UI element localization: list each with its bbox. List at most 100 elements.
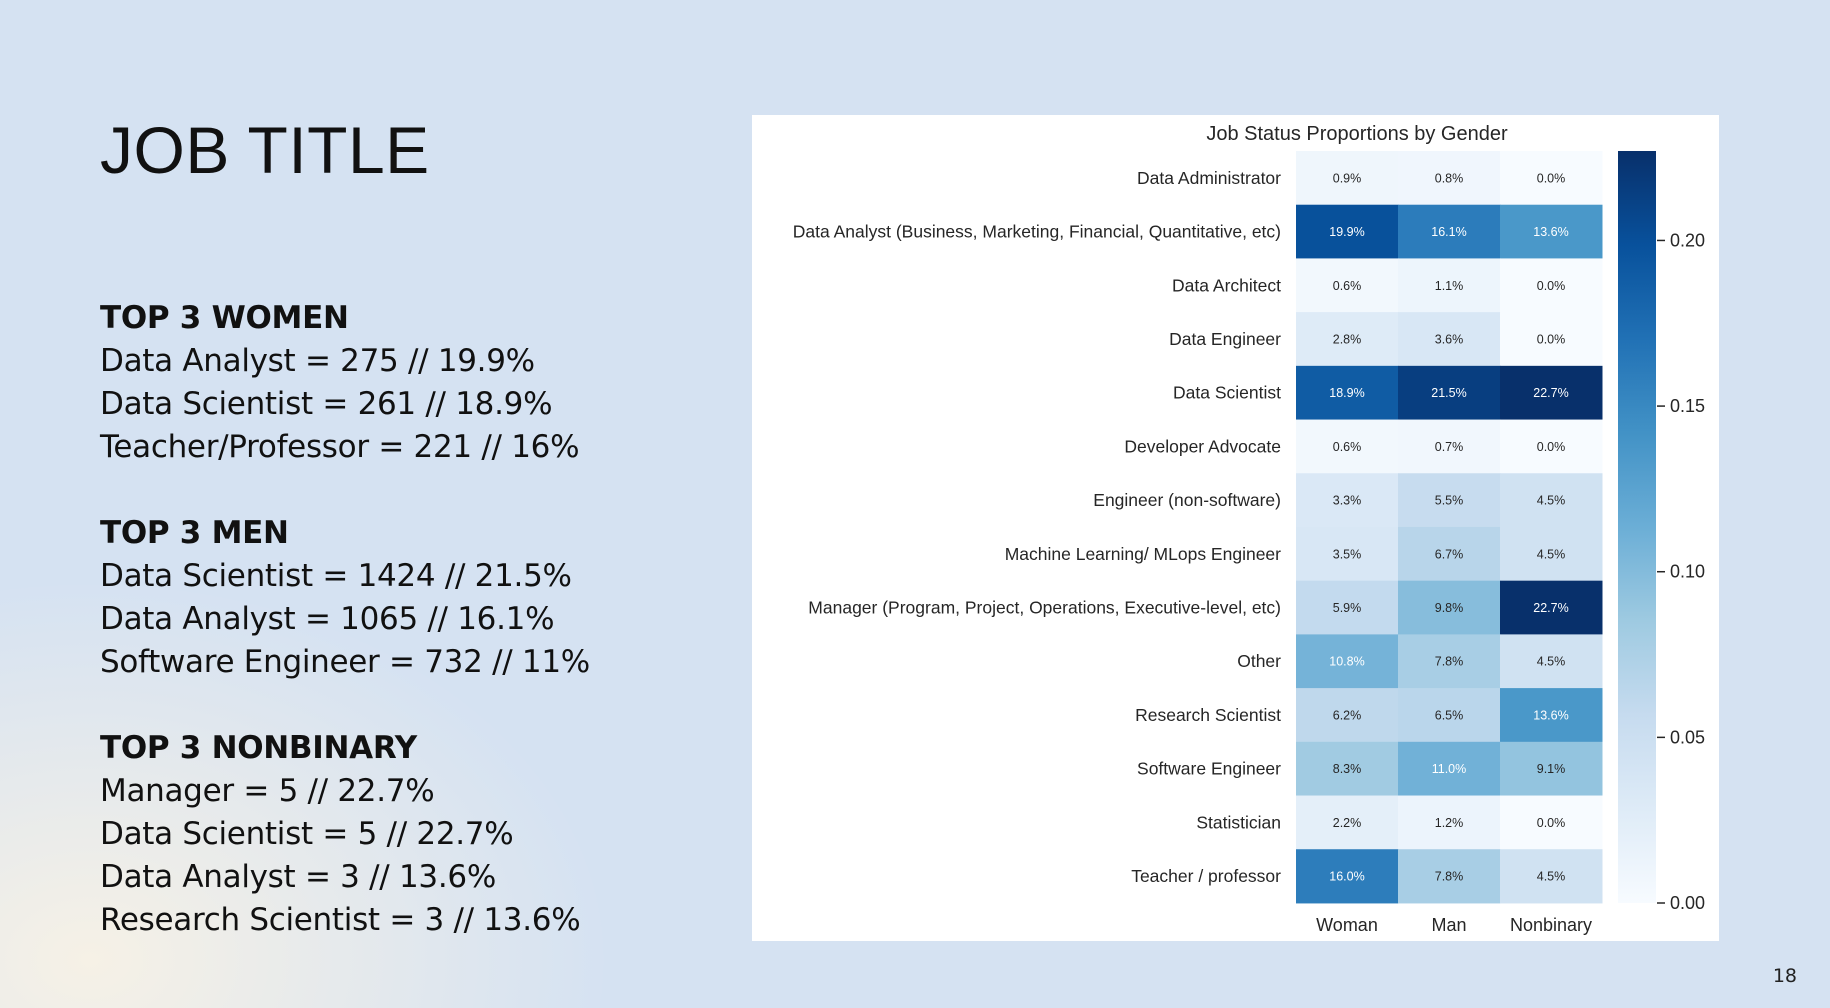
heatmap-chart: Job Status Proportions by Gender 0.9% 0.8… <box>793 123 1705 935</box>
row-label: Software Engineer <box>1137 759 1281 779</box>
heatmap-cell <box>1500 580 1603 635</box>
heatmap-cell <box>1296 741 1399 797</box>
cell-value-label: 6.2% <box>1333 708 1362 722</box>
stat-line: Software Engineer = 732 // 11% <box>100 644 590 680</box>
cell-value-label: 0.6% <box>1333 440 1362 454</box>
colorbar-tick-label: 0.00 <box>1670 893 1705 913</box>
heatmap-cell <box>1296 419 1399 474</box>
cell-value-label: 3.6% <box>1435 332 1464 346</box>
row-label: Data Administrator <box>1137 168 1281 188</box>
cell-value-label: 22.7% <box>1533 601 1568 615</box>
cell-value-label: 3.5% <box>1333 547 1362 561</box>
cell-value-label: 0.0% <box>1537 171 1566 185</box>
heatmap-cell <box>1296 151 1399 206</box>
top3-nonbinary-heading: TOP 3 NONBINARY <box>100 730 417 766</box>
heatmap-chart-card: Job Status Proportions by Gender 0.9% 0.8… <box>752 115 1719 941</box>
heatmap-cell <box>1500 419 1603 474</box>
cell-value-label: 4.5% <box>1537 655 1566 669</box>
heatmap-cell <box>1296 204 1399 259</box>
heatmap-cell <box>1398 419 1501 474</box>
cell-value-label: 11.0% <box>1432 762 1467 776</box>
heatmap-cell <box>1398 795 1501 850</box>
stat-line: Data Analyst = 3 // 13.6% <box>100 859 496 895</box>
heatmap-cell <box>1500 312 1603 367</box>
heatmap-cell <box>1500 258 1603 313</box>
top3-women-heading: TOP 3 WOMEN <box>100 300 349 336</box>
cell-value-label: 0.0% <box>1537 332 1566 346</box>
stat-line: Teacher/Professor = 221 // 16% <box>100 429 580 465</box>
heatmap-cell <box>1296 258 1399 313</box>
heatmap-cell <box>1296 526 1399 582</box>
cell-value-label: 4.5% <box>1537 547 1566 561</box>
cell-value-label: 5.9% <box>1333 601 1362 615</box>
heatmap-cell <box>1296 795 1399 850</box>
slide-title: JOB TITLE <box>100 113 430 187</box>
heatmap-cell <box>1296 365 1399 421</box>
cell-value-label: 0.0% <box>1537 440 1566 454</box>
cell-value-label: 0.0% <box>1537 279 1566 293</box>
colorbar-tick-label: 0.05 <box>1670 727 1705 747</box>
colorbar-tick-label: 0.15 <box>1670 396 1705 416</box>
stat-line: Data Analyst = 1065 // 16.1% <box>100 601 555 637</box>
column-label: Nonbinary <box>1510 915 1592 935</box>
top3-nonbinary-group: TOP 3 NONBINARY Manager = 5 // 22.7% Dat… <box>100 727 720 942</box>
heatmap-cell <box>1500 473 1603 528</box>
cell-value-label: 16.1% <box>1431 225 1466 239</box>
cell-value-label: 6.5% <box>1435 708 1464 722</box>
cell-value-label: 4.5% <box>1537 870 1566 884</box>
top3-men-group: TOP 3 MEN Data Scientist = 1424 // 21.5%… <box>100 512 720 684</box>
row-label: Data Analyst (Business, Marketing, Finan… <box>793 222 1281 242</box>
heatmap-cell <box>1500 741 1603 797</box>
stat-line: Data Scientist = 261 // 18.9% <box>100 386 553 422</box>
chart-title: Job Status Proportions by Gender <box>1206 123 1508 145</box>
heatmap-cell <box>1398 849 1501 904</box>
column-label: Woman <box>1316 915 1378 935</box>
heatmap-cell <box>1398 473 1501 528</box>
cell-value-label: 1.1% <box>1435 279 1464 293</box>
cell-value-label: 1.2% <box>1435 816 1464 830</box>
heatmap-cell <box>1500 526 1603 582</box>
heatmap-cell <box>1398 580 1501 635</box>
row-label: Data Scientist <box>1173 383 1281 403</box>
heatmap-cell <box>1398 312 1501 367</box>
top3-men-heading: TOP 3 MEN <box>100 515 289 551</box>
row-label: Developer Advocate <box>1124 436 1281 456</box>
row-label: Machine Learning/ MLops Engineer <box>1005 544 1281 564</box>
cell-value-label: 4.5% <box>1537 494 1566 508</box>
cell-value-label: 0.9% <box>1333 171 1362 185</box>
row-label: Manager (Program, Project, Operations, E… <box>808 598 1281 618</box>
top3-women-group: TOP 3 WOMEN Data Analyst = 275 // 19.9% … <box>100 297 720 469</box>
heatmap-cell <box>1500 365 1603 421</box>
heatmap-cell <box>1500 634 1603 689</box>
cell-value-label: 19.9% <box>1329 225 1364 239</box>
heatmap-cell <box>1296 849 1399 904</box>
heatmap-cell <box>1500 795 1603 850</box>
row-label: Other <box>1237 651 1281 671</box>
cell-value-label: 0.8% <box>1435 171 1464 185</box>
cell-value-label: 22.7% <box>1533 386 1568 400</box>
heatmap-cell <box>1398 634 1501 689</box>
colorbar <box>1618 151 1656 903</box>
cell-value-label: 2.8% <box>1333 332 1362 346</box>
cell-value-label: 7.8% <box>1435 655 1464 669</box>
cell-value-label: 0.7% <box>1435 440 1464 454</box>
heatmap-cell <box>1500 204 1603 259</box>
heatmap-cell <box>1398 741 1501 797</box>
heatmap-cell <box>1296 473 1399 528</box>
cell-value-label: 9.8% <box>1435 601 1464 615</box>
row-label: Engineer (non-software) <box>1093 490 1281 510</box>
cell-value-label: 21.5% <box>1431 386 1466 400</box>
heatmap-cell <box>1500 151 1603 206</box>
heatmap-cell <box>1398 526 1501 582</box>
colorbar-tick-label: 0.20 <box>1670 230 1705 250</box>
heatmap-cell <box>1296 312 1399 367</box>
cell-value-label: 5.5% <box>1435 494 1464 508</box>
cell-value-label: 18.9% <box>1329 386 1364 400</box>
row-label: Research Scientist <box>1135 705 1281 725</box>
row-label: Data Architect <box>1172 275 1281 295</box>
heatmap-cell <box>1398 204 1501 259</box>
heatmap-cell <box>1398 688 1501 743</box>
cell-value-label: 0.0% <box>1537 816 1566 830</box>
heatmap-cell <box>1398 258 1501 313</box>
heatmap-cell <box>1296 580 1399 635</box>
